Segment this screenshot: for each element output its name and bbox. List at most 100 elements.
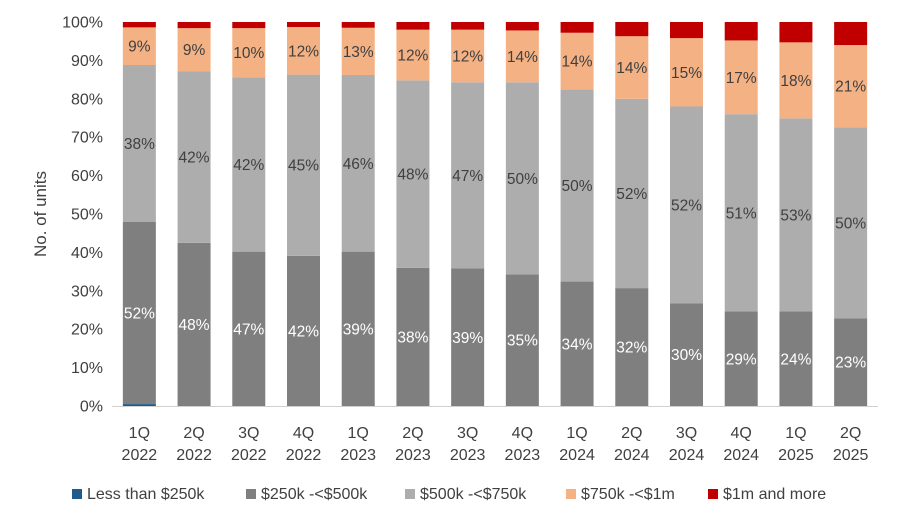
- bar-segment: [122, 404, 156, 406]
- bar-segment: [834, 45, 868, 128]
- data-label: 9%: [183, 42, 206, 59]
- bar-segment: [451, 29, 485, 83]
- bar-segment: [451, 22, 485, 30]
- bar-segment: [560, 89, 594, 282]
- x-tick-label: 4Q 2024: [723, 425, 759, 464]
- data-label: 42%: [179, 149, 210, 166]
- legend-swatch: [72, 489, 82, 499]
- bar-segment: [287, 22, 320, 27]
- data-label: 12%: [452, 48, 483, 65]
- bar-segment: [396, 80, 430, 268]
- legend-label: $750k -<$1m: [581, 486, 675, 503]
- bar-segment: [779, 42, 813, 119]
- bar-segment: [287, 26, 320, 75]
- bar-segment: [232, 28, 266, 78]
- bar-segment: [560, 32, 594, 90]
- data-label: 50%: [507, 171, 538, 188]
- bar-segment: [615, 36, 649, 99]
- bar-segment: [505, 82, 539, 275]
- bar-segment: [779, 311, 813, 406]
- bar-segment: [834, 22, 868, 46]
- legend-swatch: [405, 489, 415, 499]
- bar-segment: [834, 318, 868, 406]
- data-label: 29%: [726, 351, 757, 368]
- y-tick-label: 70%: [71, 130, 103, 147]
- data-label: 9%: [128, 39, 151, 56]
- data-label: 15%: [671, 65, 702, 82]
- bar-segment: [670, 303, 703, 406]
- legend-label: $1m and more: [723, 486, 826, 503]
- bar-segment: [287, 255, 320, 406]
- legend: Less than $250k $250k -<$500k $500k -<$750…: [72, 486, 826, 503]
- y-tick-label: 40%: [71, 245, 103, 262]
- bar-segment: [451, 268, 485, 406]
- data-label: 45%: [288, 158, 319, 175]
- data-label: 48%: [397, 167, 428, 184]
- y-tick-label: 20%: [71, 322, 103, 339]
- bars: 52% 38% 9% 48% 42% 9% 47% 42% 10% 42% 45% 12% 39% 46%…: [122, 22, 868, 406]
- data-label: 47%: [452, 168, 483, 185]
- legend-label: $500k -<$750k: [420, 486, 527, 503]
- x-tick-label: 3Q 2022: [231, 425, 267, 464]
- data-label: 35%: [507, 333, 538, 350]
- bar-segment: [341, 251, 375, 406]
- data-label: 53%: [780, 207, 811, 224]
- bar-segment: [122, 22, 156, 28]
- x-axis: 1Q 2022 2Q 2022 3Q 2022 4Q 2022 1Q 2023 2Q 2023 3Q 20…: [112, 406, 878, 464]
- bar-segment: [122, 65, 156, 222]
- data-label: 24%: [780, 351, 811, 368]
- data-label: 12%: [288, 43, 319, 60]
- x-tick-label: 1Q 2023: [340, 425, 376, 464]
- data-label: 39%: [343, 321, 374, 338]
- x-tick-label: 2Q 2025: [833, 425, 869, 464]
- data-label: 52%: [671, 197, 702, 214]
- x-tick-label: 2Q 2024: [614, 425, 650, 464]
- data-label: 38%: [124, 136, 155, 153]
- y-tick-label: 60%: [71, 168, 103, 185]
- data-label: 52%: [616, 186, 647, 203]
- bar-segment: [177, 242, 211, 406]
- bar-segment: [724, 22, 758, 41]
- y-tick-label: 0%: [80, 399, 103, 416]
- bar-segment: [779, 118, 813, 312]
- data-label: 46%: [343, 156, 374, 173]
- bar-segment: [724, 40, 758, 115]
- bar-segment: [341, 22, 375, 28]
- data-label: 12%: [397, 48, 428, 65]
- data-label: 39%: [452, 330, 483, 347]
- y-tick-label: 50%: [71, 207, 103, 224]
- bar-segment: [177, 28, 211, 72]
- bar-segment: [396, 267, 430, 406]
- bar-segment: [177, 71, 211, 243]
- y-tick-label: 90%: [71, 53, 103, 70]
- x-tick-label: 1Q 2025: [778, 425, 814, 464]
- data-label: 50%: [562, 178, 593, 195]
- bar-segment: [341, 27, 375, 75]
- x-tick-label: 2Q 2022: [176, 425, 212, 464]
- data-label: 14%: [562, 54, 593, 71]
- bar-segment: [670, 38, 703, 107]
- data-label: 14%: [616, 60, 647, 77]
- bar-segment: [834, 127, 868, 319]
- data-label: 48%: [179, 317, 210, 334]
- x-tick-label: 3Q 2023: [450, 425, 486, 464]
- bar-segment: [341, 74, 375, 252]
- data-label: 10%: [233, 45, 264, 62]
- bar-segment: [177, 22, 211, 29]
- bar-segment: [451, 82, 485, 269]
- data-label: 42%: [288, 323, 319, 340]
- bar-segment: [615, 98, 649, 289]
- bar-segment: [505, 30, 539, 83]
- bar-segment: [505, 274, 539, 406]
- bar-segment: [670, 22, 703, 39]
- data-label: 52%: [124, 305, 155, 322]
- bar-segment: [724, 114, 758, 312]
- data-label: 38%: [397, 329, 428, 346]
- bar-segment: [724, 311, 758, 406]
- bar-segment: [287, 74, 320, 256]
- bar-segment: [670, 106, 703, 304]
- x-tick-label: 4Q 2022: [286, 425, 322, 464]
- data-label: 32%: [616, 340, 647, 357]
- bar-segment: [232, 22, 266, 29]
